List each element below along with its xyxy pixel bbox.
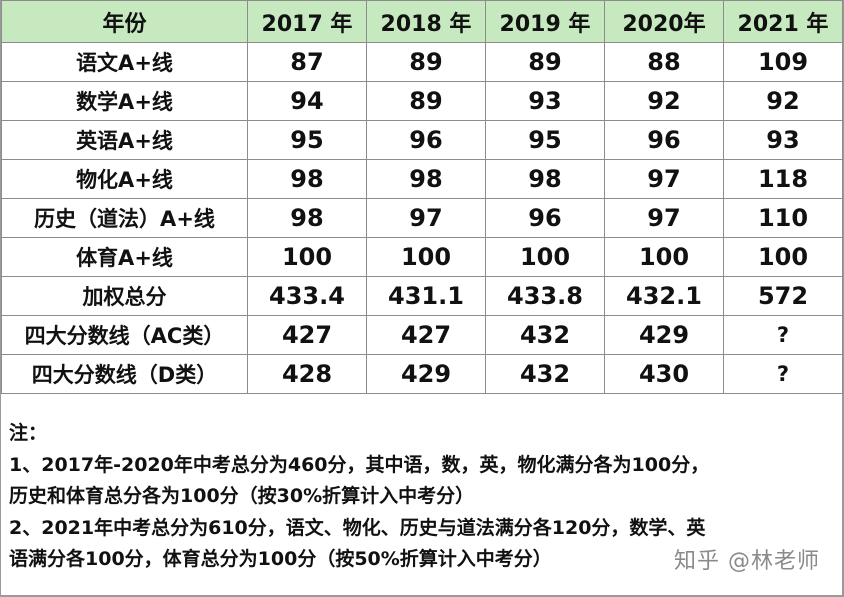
table-cell: 98 (247, 159, 367, 199)
table-cell: 430 (604, 354, 724, 394)
score-table: 年份 2017 年 2018 年 2019 年 2020年 2021 年 语文A… (1, 0, 843, 394)
table-cell: 97 (366, 198, 486, 238)
table-cell: 96 (604, 120, 724, 160)
table-cell: 100 (366, 237, 486, 277)
table-cell: 95 (485, 120, 605, 160)
row-label: 英语A+线 (1, 120, 248, 160)
table-cell: 432.1 (604, 276, 724, 316)
table-cell: 98 (247, 198, 367, 238)
table-cell: ? (723, 354, 843, 394)
table-cell: 429 (604, 315, 724, 355)
table-cell: ? (723, 315, 843, 355)
table-cell: 432 (485, 315, 605, 355)
table-row: 四大分数线（D类） 428 429 432 430? (1, 354, 843, 394)
row-label: 语文A+线 (1, 42, 248, 82)
notes-line-1: 1、2017年-2020年中考总分为460分，其中语，数，英，物化满分各为100… (9, 453, 710, 476)
table-cell: 431.1 (366, 276, 486, 316)
table-cell: 109 (723, 42, 843, 82)
row-label: 数学A+线 (1, 81, 248, 121)
table-cell: 118 (723, 159, 843, 199)
header-row: 年份 2017 年 2018 年 2019 年 2020年 2021 年 (1, 0, 843, 43)
table-cell: 100 (485, 237, 605, 277)
row-label: 四大分数线（AC类） (1, 315, 248, 355)
table-cell: 97 (604, 159, 724, 199)
notes-title: 注： (9, 422, 48, 444)
table-cell: 98 (485, 159, 605, 199)
table-row: 语文A+线 87 89 89 88 109 (1, 42, 843, 82)
row-label: 体育A+线 (1, 237, 248, 277)
notes-line-2: 历史和体育总分各为100分（按30%折算计入中考分） (9, 485, 475, 507)
row-label: 物化A+线 (1, 159, 248, 199)
table-cell: 100 (723, 237, 843, 277)
table-cell: 432 (485, 354, 605, 394)
table-row: 数学A+线 94 89 93 92 92 (1, 81, 843, 121)
table-cell: 89 (485, 42, 605, 82)
table-row: 历史（道法）A+线 98 97 96 97 110 (1, 198, 843, 238)
table-cell: 95 (247, 120, 367, 160)
table-cell: 96 (366, 120, 486, 160)
row-label: 历史（道法）A+线 (1, 198, 248, 238)
table-cell: 572 (723, 276, 843, 316)
table-cell: 89 (366, 42, 486, 82)
table-cell: 92 (604, 81, 724, 121)
table-cell: 94 (247, 81, 367, 121)
table-body: 语文A+线 87 89 89 88 109 数学A+线 94 89 93 92 92 英语A+线 95 96… (1, 42, 843, 394)
header-cell-2018: 2018 年 (366, 0, 486, 43)
header-cell-2019: 2019 年 (485, 0, 605, 43)
table-cell: 427 (247, 315, 367, 355)
table-cell: 100 (604, 237, 724, 277)
table-cell: 87 (247, 42, 367, 82)
notes-line-3: 2、2021年中考总分为610分，语文、物化、历史与道法满分各120分，数学、英 (9, 516, 706, 539)
table-cell: 110 (723, 198, 843, 238)
row-label: 加权总分 (1, 276, 248, 316)
table-cell: 433.4 (247, 276, 367, 316)
table-cell: 97 (604, 198, 724, 238)
table-row: 加权总分 433.4 431.1 433.8 432.1 572 (1, 276, 843, 316)
table-cell: 88 (604, 42, 724, 82)
table-cell: 89 (366, 81, 486, 121)
header-cell-2017: 2017 年 (247, 0, 367, 43)
header-cell-2021: 2021 年 (723, 0, 843, 43)
table-cell: 93 (485, 81, 605, 121)
row-label: 四大分数线（D类） (1, 354, 248, 394)
table-cell: 98 (366, 159, 486, 199)
table-row: 四大分数线（AC类） 427 427 432 429? (1, 315, 843, 355)
notes-section: 注： 1、2017年-2020年中考总分为460分，其中语，数，英，物化满分各为… (9, 418, 839, 576)
table-cell: 429 (366, 354, 486, 394)
table-cell: 433.8 (485, 276, 605, 316)
table-row: 体育A+线 100 100 100 100 100 (1, 237, 843, 277)
notes-line-4: 语满分各100分，体育总分为100分（按50%折算计入中考分） (9, 548, 552, 570)
watermark: 知乎 @林老师 (674, 549, 820, 574)
table-cell: 96 (485, 198, 605, 238)
table-cell: 427 (366, 315, 486, 355)
table-row: 英语A+线 95 96 95 96 93 (1, 120, 843, 160)
header-cell-year-label: 年份 (1, 0, 248, 43)
table-cell: 428 (247, 354, 367, 394)
table-cell: 92 (723, 81, 843, 121)
header-cell-2020: 2020年 (604, 0, 724, 43)
table-cell: 100 (247, 237, 367, 277)
table-cell: 93 (723, 120, 843, 160)
table-row: 物化A+线 98 98 98 97 118 (1, 159, 843, 199)
